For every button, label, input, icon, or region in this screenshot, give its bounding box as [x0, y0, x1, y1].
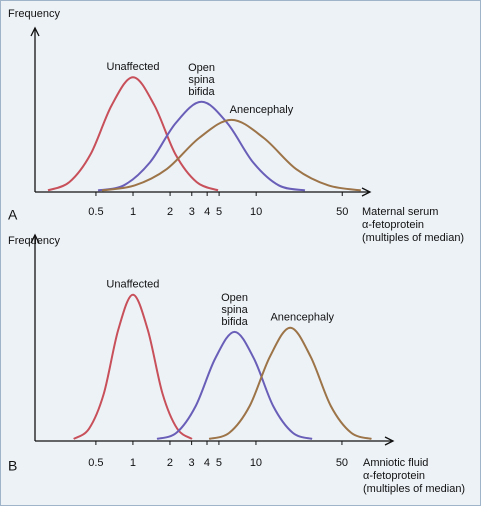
y-axis-arrow — [30, 26, 40, 37]
y-axis-label: Frequency — [8, 235, 60, 247]
x-tick-label: 4 — [204, 206, 210, 218]
x-axis-label: α-fetoprotein — [362, 219, 424, 231]
series-label: Unaffected — [107, 61, 160, 73]
distribution-curve — [156, 330, 313, 440]
series-label: Open spina bifida — [188, 62, 215, 98]
x-tick-label: 50 — [336, 206, 348, 218]
y-axis-arrow — [30, 233, 40, 244]
x-tick-label: 0.5 — [88, 457, 103, 469]
x-axis-label: Maternal serum — [362, 206, 438, 218]
x-axis-arrow — [361, 187, 372, 197]
x-tick-label: 5 — [216, 206, 222, 218]
x-axis-label: (multiples of median) — [362, 232, 464, 244]
x-tick-label: 1 — [130, 206, 136, 218]
series-label: Unaffected — [106, 279, 159, 291]
x-tick-label: 5 — [216, 457, 222, 469]
panel-label: B — [8, 458, 17, 474]
x-tick-label: 0.5 — [88, 206, 103, 218]
series-label: Anencephaly — [270, 312, 334, 324]
x-axis-label: (multiples of median) — [363, 483, 465, 495]
x-axis-arrow — [384, 436, 395, 446]
distribution-curve — [47, 76, 219, 192]
x-tick-label: 50 — [336, 457, 348, 469]
distribution-curve — [73, 293, 193, 440]
x-tick-label: 2 — [167, 457, 173, 469]
x-tick-label: 3 — [189, 206, 195, 218]
x-axis-label: Amniotic fluid — [363, 457, 428, 469]
panel-label: A — [8, 207, 18, 223]
x-tick-label: 1 — [130, 457, 136, 469]
distribution-curve — [97, 100, 306, 192]
x-tick-label: 3 — [189, 457, 195, 469]
x-tick-label: 10 — [250, 206, 262, 218]
x-tick-label: 2 — [167, 206, 173, 218]
distribution-curve — [101, 118, 362, 192]
x-tick-label: 4 — [204, 457, 210, 469]
series-label: Open spina bifida — [221, 292, 248, 328]
x-tick-label: 10 — [250, 457, 262, 469]
y-axis-label: Frequency — [8, 8, 60, 20]
series-label: Anencephaly — [230, 104, 294, 116]
x-axis-label: α-fetoprotein — [363, 470, 425, 482]
distribution-curve — [208, 326, 372, 440]
